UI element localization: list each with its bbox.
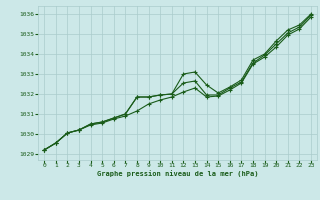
X-axis label: Graphe pression niveau de la mer (hPa): Graphe pression niveau de la mer (hPa)	[97, 170, 258, 177]
